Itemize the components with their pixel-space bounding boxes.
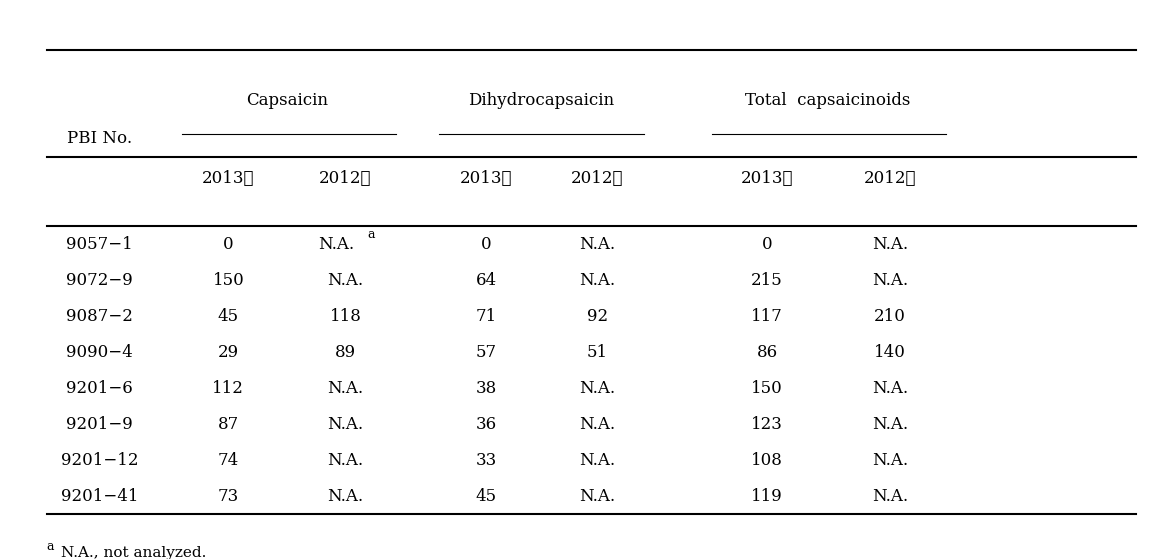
- Text: 9201−41: 9201−41: [61, 488, 138, 505]
- Text: N.A.: N.A.: [580, 272, 615, 289]
- Text: a: a: [368, 228, 375, 241]
- Text: N.A.: N.A.: [872, 236, 908, 253]
- Text: N.A.: N.A.: [328, 488, 363, 505]
- Text: N.A.: N.A.: [328, 452, 363, 469]
- Text: 9201−9: 9201−9: [66, 416, 133, 433]
- Text: 33: 33: [475, 452, 497, 469]
- Text: 2012년: 2012년: [571, 170, 623, 187]
- Text: Dihydrocapsaicin: Dihydrocapsaicin: [468, 92, 614, 109]
- Text: N.A., not analyzed.: N.A., not analyzed.: [61, 546, 206, 559]
- Text: 0: 0: [761, 236, 773, 253]
- Text: 9072−9: 9072−9: [66, 272, 133, 289]
- Text: 119: 119: [751, 488, 783, 505]
- Text: N.A.: N.A.: [872, 488, 908, 505]
- Text: 74: 74: [218, 452, 239, 469]
- Text: N.A.: N.A.: [872, 416, 908, 433]
- Text: N.A.: N.A.: [328, 416, 363, 433]
- Text: 71: 71: [475, 308, 497, 325]
- Text: N.A.: N.A.: [328, 272, 363, 289]
- Text: 51: 51: [587, 344, 608, 361]
- Text: N.A.: N.A.: [319, 236, 354, 253]
- Text: 2012년: 2012년: [864, 170, 916, 187]
- Text: N.A.: N.A.: [580, 236, 615, 253]
- Text: N.A.: N.A.: [580, 416, 615, 433]
- Text: 150: 150: [212, 272, 245, 289]
- Text: 89: 89: [335, 344, 356, 361]
- Text: PBI No.: PBI No.: [67, 130, 132, 147]
- Text: 108: 108: [751, 452, 783, 469]
- Text: 57: 57: [475, 344, 497, 361]
- Text: 210: 210: [874, 308, 906, 325]
- Text: 45: 45: [475, 488, 497, 505]
- Text: 9090−4: 9090−4: [66, 344, 133, 361]
- Text: 123: 123: [751, 416, 783, 433]
- Text: N.A.: N.A.: [872, 380, 908, 397]
- Text: 9201−6: 9201−6: [66, 380, 133, 397]
- Text: 118: 118: [329, 308, 362, 325]
- Text: 9057−1: 9057−1: [66, 236, 133, 253]
- Text: 2013년: 2013년: [741, 170, 793, 187]
- Text: 112: 112: [212, 380, 245, 397]
- Text: 140: 140: [874, 344, 906, 361]
- Text: N.A.: N.A.: [872, 272, 908, 289]
- Text: 64: 64: [475, 272, 497, 289]
- Text: 9201−12: 9201−12: [61, 452, 138, 469]
- Text: 2012년: 2012년: [320, 170, 371, 187]
- Text: Total  capsaicinoids: Total capsaicinoids: [745, 92, 911, 109]
- Text: N.A.: N.A.: [580, 488, 615, 505]
- Text: Capsaicin: Capsaicin: [246, 92, 328, 109]
- Text: a: a: [47, 540, 54, 553]
- Text: 0: 0: [480, 236, 492, 253]
- Text: 86: 86: [756, 344, 778, 361]
- Text: N.A.: N.A.: [872, 452, 908, 469]
- Text: N.A.: N.A.: [580, 452, 615, 469]
- Text: N.A.: N.A.: [328, 380, 363, 397]
- Text: 87: 87: [218, 416, 239, 433]
- Text: 38: 38: [475, 380, 497, 397]
- Text: 2013년: 2013년: [460, 170, 512, 187]
- Text: 117: 117: [751, 308, 783, 325]
- Text: 73: 73: [218, 488, 239, 505]
- Text: N.A.: N.A.: [580, 380, 615, 397]
- Text: 29: 29: [218, 344, 239, 361]
- Text: 2013년: 2013년: [203, 170, 254, 187]
- Text: 0: 0: [222, 236, 234, 253]
- Text: 215: 215: [751, 272, 783, 289]
- Text: 9087−2: 9087−2: [66, 308, 133, 325]
- Text: 92: 92: [587, 308, 608, 325]
- Text: 45: 45: [218, 308, 239, 325]
- Text: 150: 150: [751, 380, 783, 397]
- Text: 36: 36: [475, 416, 497, 433]
